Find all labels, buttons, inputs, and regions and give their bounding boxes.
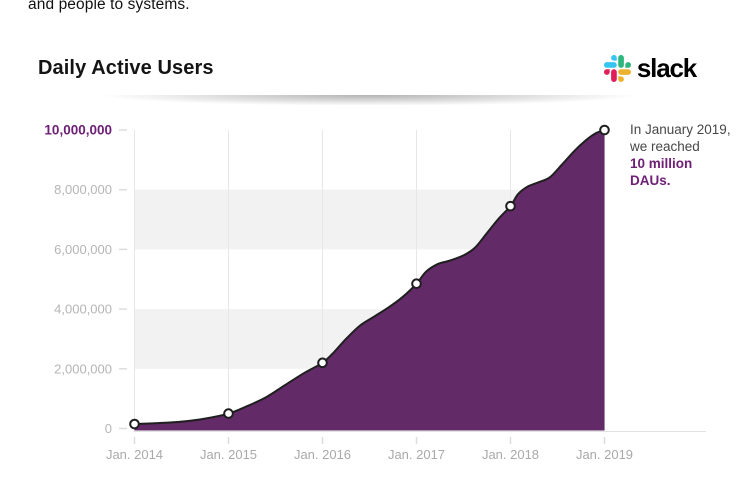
x-axis-label: Jan. 2014 [106, 447, 163, 462]
y-axis-label: 0 [105, 421, 112, 436]
dau-area-fill [134, 130, 605, 431]
x-axis-label: Jan. 2016 [294, 447, 351, 462]
dau-curve-line [133, 129, 606, 425]
x-axis-label: Jan. 2018 [482, 447, 539, 462]
annotation-line-4: DAUs. [630, 173, 671, 188]
x-axis-label: Jan. 2017 [388, 447, 445, 462]
annotation-line-3: 10 million [630, 156, 693, 171]
slack-pinwheel-icon [603, 54, 631, 82]
slack-logo: slack [603, 52, 697, 84]
milestone-marker [223, 408, 234, 419]
y-axis-label: 8,000,000 [54, 182, 112, 197]
y-axis-label: 4,000,000 [54, 302, 112, 317]
header-shadow [30, 95, 710, 105]
milestone-marker [505, 200, 516, 212]
plot-band [134, 309, 605, 369]
slack-wordmark: slack [636, 52, 697, 83]
milestone-marker [129, 418, 140, 430]
annotation-line-1: In January 2019, [630, 122, 731, 137]
milestone-marker [317, 357, 328, 369]
y-axis-label: 2,000,000 [54, 361, 112, 376]
chart-header: Daily Active Users slack [0, 40, 740, 96]
x-axis-label: Jan. 2015 [200, 447, 257, 462]
milestone-marker [411, 278, 422, 290]
page-title: Daily Active Users [38, 56, 214, 79]
plot-band [134, 189, 605, 250]
annotation-line-2: we reached [630, 139, 700, 154]
x-axis-label: Jan. 2019 [576, 447, 633, 462]
milestone-marker [599, 124, 610, 136]
y-axis-label: 6,000,000 [54, 242, 112, 257]
cutoff-paragraph-text: and people to systems. [28, 0, 190, 13]
y-axis-label: 10,000,000 [44, 123, 112, 138]
peak-annotation: In January 2019, we reached 10 million D… [630, 121, 740, 189]
